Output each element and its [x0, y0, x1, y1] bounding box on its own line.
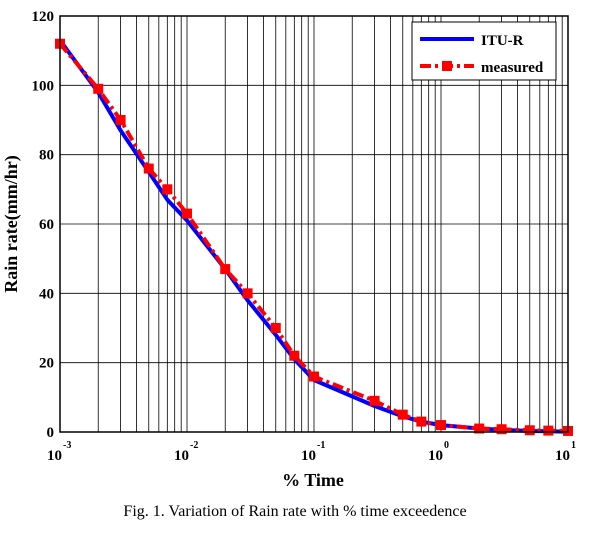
x-tick-exponent: -1 — [317, 440, 325, 451]
x-axis-label: % Time — [282, 470, 344, 490]
x-tick-exponent: -2 — [190, 440, 198, 451]
data-point-marker — [474, 423, 485, 434]
x-tick-label: 10 — [555, 448, 570, 464]
y-tick-label: 120 — [32, 9, 55, 25]
data-point-marker — [397, 409, 408, 420]
data-point-marker — [270, 323, 281, 333]
data-point-marker — [524, 425, 535, 436]
y-tick-labels: 0 20 40 60 80 100 120 — [32, 9, 55, 441]
data-point-marker — [496, 424, 507, 435]
data-point-marker — [115, 115, 126, 125]
x-tick-label: 10 — [47, 448, 62, 464]
legend: ITU-R measured — [411, 21, 557, 81]
data-point-marker — [416, 416, 427, 427]
x-tick-exponent: 1 — [571, 440, 576, 451]
y-axis-label: Rain rate(mm/hr) — [1, 155, 22, 292]
legend-label-measured: measured — [481, 60, 544, 76]
data-point-marker — [309, 371, 319, 382]
legend-marker-measured — [442, 61, 452, 71]
x-tick-exponent: 0 — [444, 440, 449, 451]
x-tick-label: 10 — [174, 448, 189, 464]
data-point-marker — [93, 83, 104, 94]
y-tick-label: 80 — [39, 148, 54, 164]
y-tick-label: 0 — [47, 425, 55, 441]
data-point-marker — [436, 420, 446, 431]
data-point-marker — [143, 163, 154, 174]
data-point-marker — [162, 184, 173, 195]
figure-caption: Fig. 1. Variation of Rain rate with % ti… — [123, 503, 467, 520]
grid-lines — [59, 15, 568, 433]
y-tick-label: 40 — [39, 286, 54, 302]
y-tick-label: 20 — [39, 356, 54, 372]
x-tick-label: 10 — [301, 448, 316, 464]
data-point-marker — [242, 288, 253, 299]
y-tick-label: 100 — [32, 78, 55, 94]
data-point-marker — [182, 208, 192, 219]
data-point-marker — [289, 350, 300, 361]
data-point-marker — [543, 425, 554, 436]
y-tick-label: 60 — [39, 217, 54, 233]
data-point-marker — [220, 264, 231, 275]
legend-label-itu-r: ITU-R — [481, 33, 524, 49]
legend-box — [411, 21, 557, 81]
plot-frame — [59, 15, 569, 433]
x-tick-label: 10 — [428, 448, 443, 464]
x-tick-exponent: -3 — [63, 440, 71, 451]
data-point-marker — [369, 395, 380, 406]
